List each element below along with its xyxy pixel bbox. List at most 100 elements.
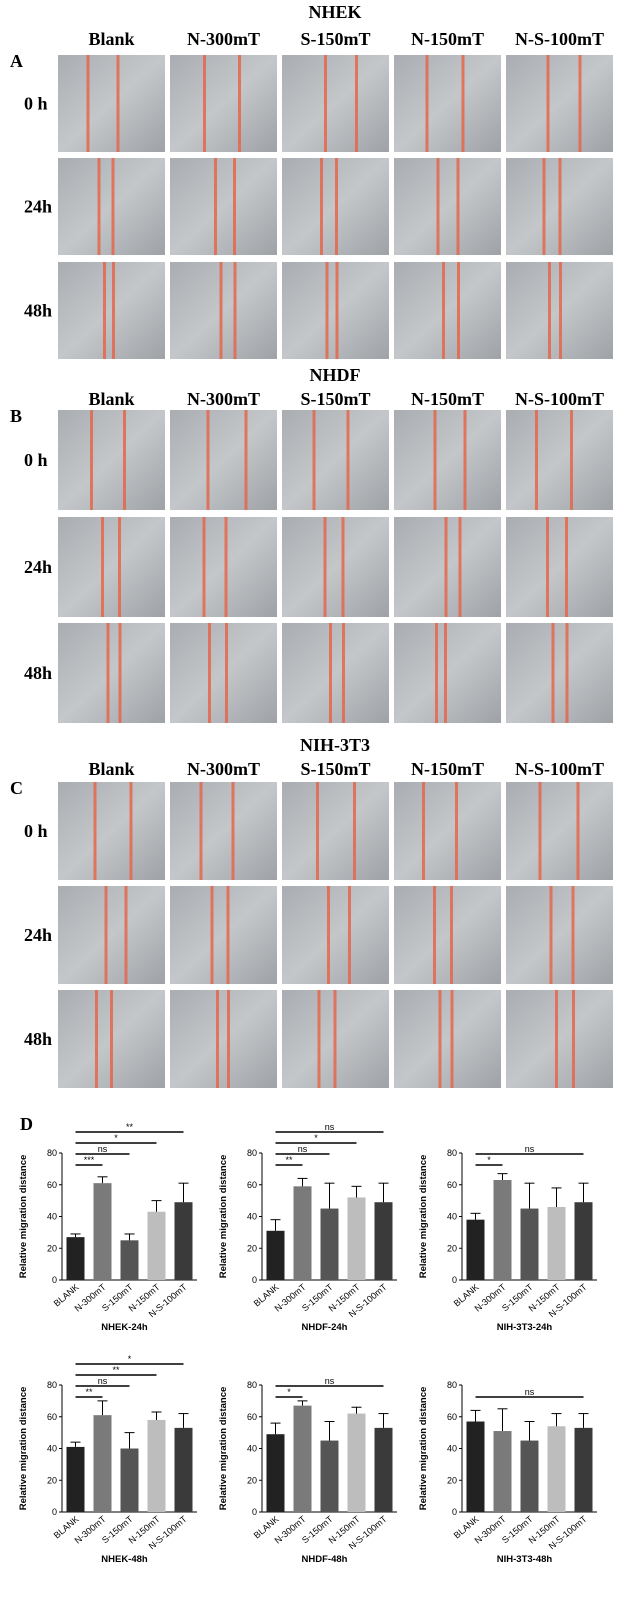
significance-label: ns [98, 1144, 108, 1154]
bar [293, 1405, 312, 1512]
error-bar [297, 1400, 308, 1406]
y-tick-label: 0 [452, 1507, 457, 1517]
scratch-line [101, 517, 104, 617]
scratch-line [548, 262, 551, 359]
significance-label: ** [112, 1365, 120, 1375]
scratch-line [353, 782, 356, 880]
scratch-line [555, 990, 558, 1088]
significance-label: ns [298, 1144, 308, 1154]
y-axis-label: Relative migration distance [18, 1387, 29, 1511]
micrograph [282, 517, 389, 617]
scratch-line [327, 886, 330, 984]
column-header: N-150mT [411, 759, 484, 779]
micrograph [506, 990, 613, 1088]
scratch-line [104, 886, 108, 984]
scratch-line [238, 55, 241, 152]
scratch-line [342, 623, 345, 723]
y-tick-label: 60 [247, 1412, 257, 1422]
scratch-line [244, 410, 248, 510]
bar [293, 1186, 312, 1280]
micrograph [58, 55, 165, 152]
panel-letter: C [10, 778, 23, 798]
micrograph [506, 623, 613, 723]
scratch-line [433, 410, 437, 510]
column-header: Blank [88, 389, 134, 409]
column-header: S-150mT [300, 759, 370, 779]
y-tick-label: 60 [247, 1180, 257, 1190]
scratch-line [457, 262, 460, 359]
scratch-line [571, 886, 575, 984]
row-label: 0 h [24, 821, 48, 841]
chart-subtitle: NHEK-48h [101, 1554, 148, 1565]
y-tick-label: 60 [447, 1180, 457, 1190]
column-header: N-S-100mT [515, 759, 604, 779]
panel-letter: D [20, 1114, 33, 1134]
bar [347, 1197, 366, 1280]
column-header: S-150mT [300, 29, 370, 49]
bar [520, 1208, 539, 1280]
scratch-line [111, 158, 115, 255]
bar [547, 1206, 566, 1280]
micrograph [282, 410, 389, 510]
scratch-line [90, 410, 93, 510]
y-tick-label: 20 [447, 1243, 457, 1253]
panel-letter: B [10, 406, 22, 426]
error-bar [497, 1173, 508, 1180]
bar [374, 1427, 393, 1512]
scratch-line [219, 262, 223, 359]
chart-subtitle: NHDF-24h [302, 1322, 348, 1333]
scratch-line [86, 55, 90, 152]
scratch-line [433, 886, 436, 984]
y-tick-label: 40 [247, 1444, 257, 1454]
micrograph [170, 158, 277, 255]
error-bar [124, 1432, 135, 1449]
scratch-line [456, 158, 460, 255]
bar [93, 1183, 112, 1280]
error-bar [178, 1182, 189, 1203]
scratch-line [558, 158, 562, 255]
y-tick-label: 60 [447, 1412, 457, 1422]
micrograph [170, 623, 277, 723]
scratch-line [233, 158, 236, 255]
scratch-line [93, 782, 97, 880]
bar [93, 1415, 112, 1512]
bar [574, 1427, 593, 1512]
significance-label: ns [325, 1122, 335, 1132]
scratch-line [325, 262, 329, 359]
scratch-line [106, 623, 110, 723]
scratch-line [551, 623, 555, 723]
micrograph [394, 410, 501, 510]
micrograph [394, 262, 501, 359]
micrograph [506, 410, 613, 510]
bar [466, 1421, 485, 1512]
column-header: Blank [88, 759, 134, 779]
micrograph [394, 886, 501, 984]
micrograph [170, 262, 277, 359]
significance-label: ns [525, 1144, 535, 1154]
y-tick-label: 20 [447, 1475, 457, 1485]
y-tick-label: 80 [447, 1148, 457, 1158]
bar [547, 1426, 566, 1512]
bar [174, 1202, 193, 1280]
y-tick-label: 20 [247, 1475, 257, 1485]
scratch-line [565, 623, 569, 723]
error-bar [524, 1182, 535, 1209]
panel-title: NIH-3T3 [300, 735, 370, 755]
scratch-line [231, 782, 235, 880]
bar [374, 1202, 393, 1280]
micrograph [394, 782, 501, 880]
error-bar [97, 1400, 108, 1416]
scratch-line [450, 886, 453, 984]
micrograph [394, 623, 501, 723]
error-bar [70, 1441, 81, 1447]
micrograph [506, 886, 613, 984]
error-bar [551, 1187, 562, 1207]
y-tick-label: 40 [447, 1444, 457, 1454]
panel-letter: A [10, 51, 23, 71]
scratch-line [422, 782, 425, 880]
micrograph [170, 990, 277, 1088]
bar [120, 1240, 139, 1280]
scratch-line [97, 158, 101, 255]
column-header: S-150mT [300, 389, 370, 409]
scratch-line [110, 990, 113, 1088]
